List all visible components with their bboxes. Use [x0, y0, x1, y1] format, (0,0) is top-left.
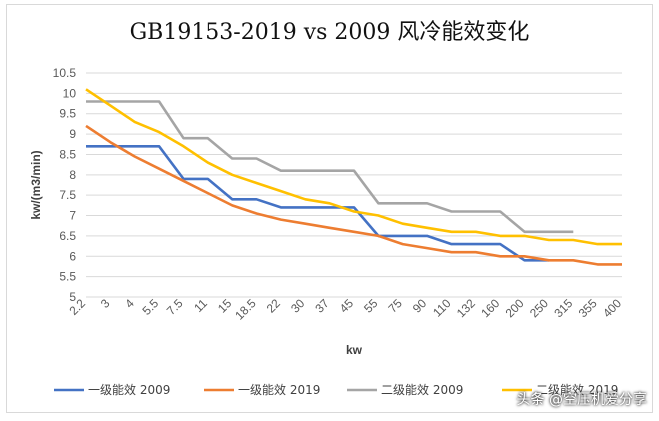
x-tick-label: 110: [430, 296, 454, 320]
watermark: 头条 @空压机爱分享: [516, 392, 647, 408]
y-axis-title: kw/(m3/min): [29, 150, 43, 219]
x-tick-label: 30: [288, 296, 308, 316]
x-tick-label: 75: [386, 296, 406, 316]
y-tick-label: 6: [69, 249, 76, 263]
y-tick-label: 8.5: [59, 147, 76, 161]
y-tick-label: 7: [69, 209, 76, 223]
x-tick-label: 4: [122, 296, 137, 311]
series-line: [85, 88, 622, 246]
x-tick-label: 90: [410, 296, 430, 316]
x-tick-label: 7.5: [164, 296, 186, 318]
x-tick-label: 5.5: [140, 296, 162, 318]
x-tick-label: 11: [191, 296, 210, 315]
x-tick-label: 315: [551, 296, 575, 320]
x-tick-label: 3: [98, 296, 113, 311]
x-tick-label: 160: [478, 296, 502, 320]
x-tick-label: 37: [312, 296, 332, 316]
x-tick-label: 250: [527, 296, 551, 320]
x-tick-label: 18.5: [232, 296, 259, 323]
series-line: [86, 100, 574, 234]
y-tick-label: 10.5: [53, 66, 77, 80]
x-tick-label: 132: [454, 296, 478, 320]
grid-lines: [86, 72, 622, 298]
legend: 一级能效 2009 一级能效 2019 二级能效 2009 二级能效 2019: [54, 382, 618, 397]
x-axis-title: kw: [346, 343, 363, 357]
legend-label: 二级能效 2009: [381, 382, 463, 397]
x-tick-label: 400: [600, 296, 624, 320]
y-tick-label: 6.5: [59, 229, 76, 243]
y-tick-label: 9.5: [59, 107, 76, 121]
x-tick-label: 55: [361, 296, 381, 316]
y-tick-label: 9: [69, 127, 76, 141]
y-tick-label: 10: [63, 86, 77, 100]
y-tick-label: 5: [69, 290, 76, 304]
y-tick-label: 8: [69, 168, 76, 182]
legend-label: 二级能效 2019: [536, 382, 618, 397]
y-tick-labels: 5 5.5 6 6.5 7 7.5 8 8.5 9 9.5 10 10.5: [53, 66, 77, 304]
series-line: [85, 124, 622, 266]
series-line: [86, 145, 549, 262]
legend-label: 一级能效 2009: [88, 382, 170, 397]
x-tick-label: 22: [264, 296, 284, 316]
x-tick-label: 200: [503, 296, 527, 320]
x-tick-label: 45: [337, 296, 357, 316]
y-tick-label: 5.5: [59, 270, 76, 284]
x-tick-label: 355: [576, 296, 600, 320]
y-tick-label: 7.5: [59, 188, 76, 202]
legend-label: 一级能效 2019: [238, 382, 320, 397]
series-lines: [85, 88, 622, 266]
chart-title: GB19153-2019 vs 2009 风冷能效变化: [129, 20, 530, 45]
